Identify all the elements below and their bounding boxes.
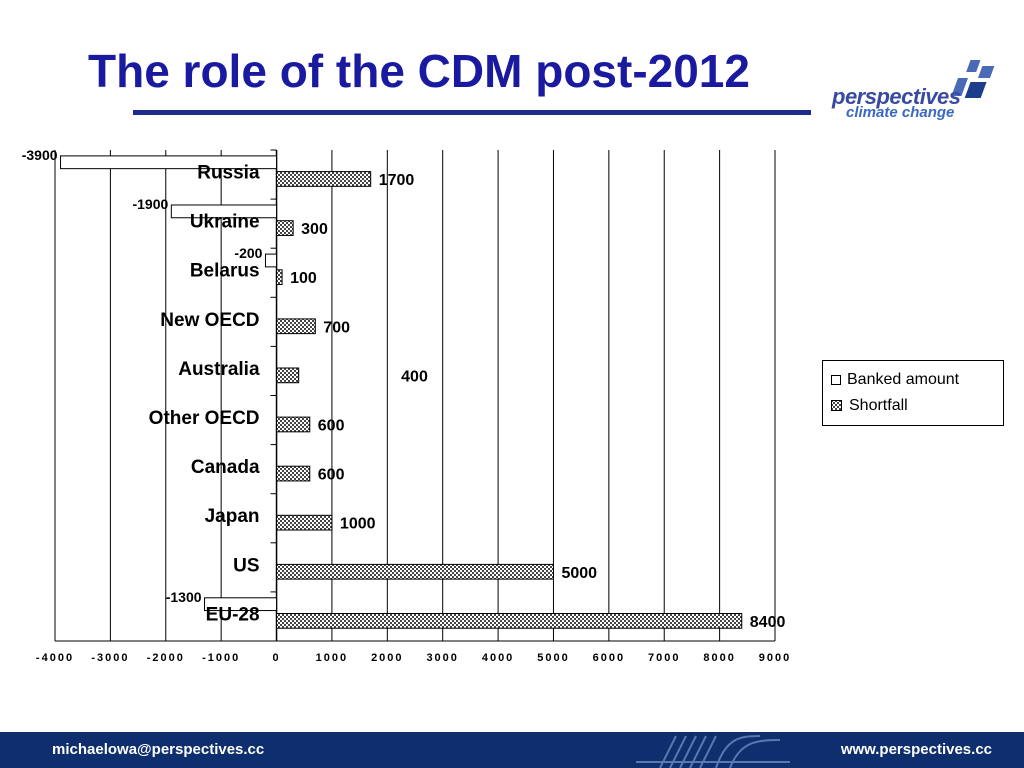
perspectives-logo: perspectives climate change: [832, 56, 1002, 122]
category-label: US: [233, 555, 259, 576]
x-tick-label: 4000: [482, 652, 514, 664]
chart-labels: -4000 -3000 -2000 -1000 0 1000 2000 3000 4000 500…: [22, 147, 791, 664]
footer-bar: michaelowa@perspectives.cc www.perspecti…: [0, 732, 1024, 768]
bar-shortfall: [276, 220, 294, 236]
x-tick-label: -1000: [202, 652, 240, 664]
legend-label-banked: Banked amount: [847, 371, 960, 388]
x-tick-label: 1000: [316, 652, 348, 664]
bar-shortfall: [276, 465, 311, 482]
bar-shortfall: [276, 171, 372, 187]
category-label: Ukraine: [190, 212, 260, 233]
data-label-banked: -1900: [132, 196, 168, 212]
data-label-shortfall: 1000: [340, 516, 376, 533]
x-tick-label: -3000: [91, 652, 129, 664]
legend-swatch-shortfall: [831, 400, 842, 411]
data-label-shortfall: 1700: [379, 172, 415, 189]
x-tick-label: 6000: [593, 652, 625, 664]
bar-banked-amount: [60, 155, 278, 170]
x-tick-label: 5000: [537, 652, 569, 664]
x-tick-label: 8000: [703, 652, 735, 664]
bar-shortfall: [276, 563, 554, 580]
title-underline: [133, 110, 811, 115]
data-label-banked: -3900: [22, 147, 58, 163]
bar-banked-amount: [264, 253, 278, 268]
category-label: New OECD: [160, 310, 259, 331]
data-label-shortfall: 300: [301, 221, 328, 238]
logo-text-primary: perspectives: [832, 84, 961, 109]
x-tick-label: -4000: [36, 652, 74, 664]
x-tick-label: -2000: [147, 652, 185, 664]
x-tick-label: 3000: [426, 652, 458, 664]
data-label-shortfall: 600: [318, 467, 345, 484]
chart-legend: Banked amount Shortfall: [822, 360, 1004, 426]
bar-banked-amount: [204, 597, 278, 612]
logo-text-secondary: climate change: [846, 104, 955, 121]
bar-shortfall: [276, 318, 316, 335]
category-label: Canada: [191, 457, 260, 478]
category-label: Japan: [205, 506, 260, 527]
data-label-banked: -200: [234, 245, 262, 261]
data-label-shortfall: 100: [290, 270, 317, 287]
legend-item-shortfall: Shortfall: [831, 395, 908, 417]
bar-shortfall: [276, 416, 311, 433]
category-label: Russia: [197, 162, 260, 183]
bar-shortfall: [276, 613, 743, 629]
legend-item-banked: Banked amount: [831, 369, 959, 391]
data-label-banked: -1300: [166, 589, 202, 605]
x-tick-label: 0: [272, 652, 280, 664]
category-label: Other OECD: [149, 408, 260, 429]
data-label-shortfall: 5000: [561, 565, 597, 582]
bar-chart: -4000 -3000 -2000 -1000 0 1000 2000 3000 4000 500…: [22, 147, 791, 664]
bar-banked-amount: [170, 204, 278, 219]
category-label: EU-28: [206, 604, 260, 625]
data-label-shortfall: 700: [323, 319, 350, 336]
bar-shortfall: [276, 367, 300, 384]
footer-decoration-icon: [636, 735, 790, 768]
data-label-shortfall: 400: [401, 368, 428, 385]
slide-title: The role of the CDM post-2012: [88, 45, 750, 97]
bar-shortfall: [276, 269, 283, 286]
footer-website-link[interactable]: www.perspectives.cc: [840, 741, 992, 758]
footer-email-link[interactable]: michaelowa@perspectives.cc: [52, 741, 265, 758]
category-label: Australia: [178, 359, 260, 380]
bar-shortfall: [276, 514, 333, 531]
chart-bars: [60, 155, 743, 629]
x-tick-label: 2000: [371, 652, 403, 664]
x-tick-label: 9000: [759, 652, 791, 664]
data-label-shortfall: 600: [318, 417, 345, 434]
x-tick-label: 7000: [648, 652, 680, 664]
logo-mark-icon: [951, 60, 995, 98]
data-label-shortfall: 8400: [750, 614, 786, 631]
category-label: Belarus: [190, 261, 260, 282]
legend-label-shortfall: Shortfall: [849, 397, 908, 414]
legend-swatch-banked: [831, 375, 841, 385]
